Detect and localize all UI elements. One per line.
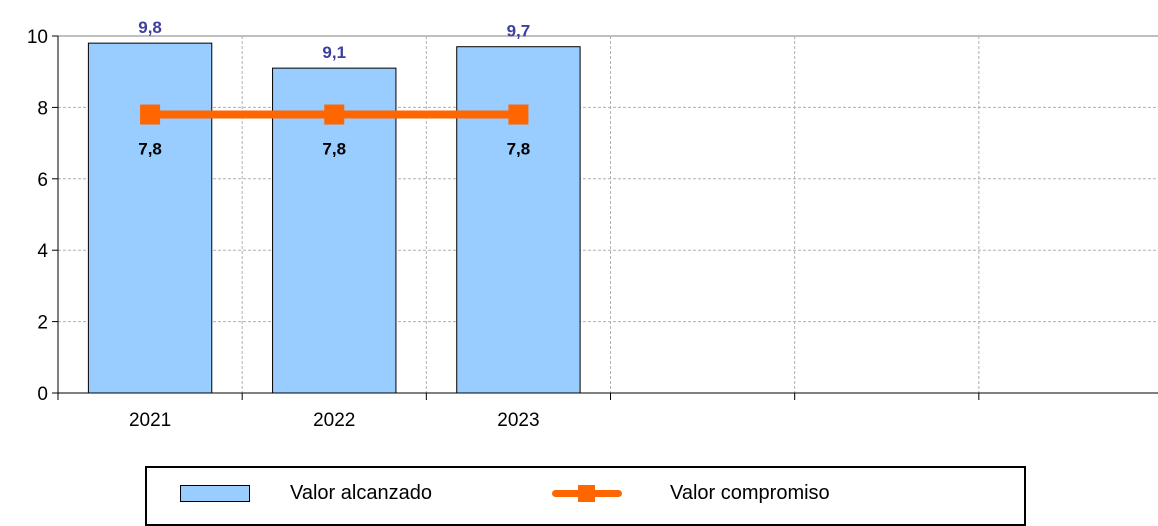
legend-bar-swatch [180, 485, 250, 502]
bar [87, 42, 213, 394]
data-labels: 9,8 9,1 9,7 7,8 7,8 7,8 [138, 18, 530, 158]
line-marker [324, 104, 345, 125]
legend-line-label: Valor compromiso [670, 482, 830, 504]
x-tick-label: 2021 [129, 410, 171, 431]
line-value-label: 7,8 [322, 140, 346, 159]
axes: 0 2 4 6 8 10 2021 2022 2023 [27, 27, 1158, 431]
legend: Valor alcanzado Valor compromiso [145, 466, 1026, 526]
gridlines [58, 35, 1158, 393]
x-tick-label: 2023 [497, 410, 539, 431]
line-series [140, 104, 529, 125]
bar-series [87, 42, 581, 394]
x-tick-label: 2022 [313, 410, 355, 431]
chart: 0 2 4 6 8 10 2021 2022 2023 9,8 9,1 9,7 7,8 7,8 7,8 [27, 18, 1158, 431]
line-marker [508, 104, 529, 125]
legend-line-swatch [552, 485, 622, 502]
y-tick-label: 6 [37, 170, 48, 191]
y-tick-label: 0 [37, 384, 48, 405]
legend-item-line: Valor compromiso [552, 482, 830, 505]
bar-value-label: 9,1 [322, 43, 346, 62]
bar [456, 46, 581, 394]
y-tick-label: 2 [37, 313, 48, 334]
y-tick-label: 10 [27, 27, 48, 48]
line-value-label: 7,8 [138, 140, 162, 159]
bar-value-label: 9,7 [507, 22, 531, 41]
legend-item-bar: Valor alcanzado [180, 482, 432, 505]
y-tick-label: 4 [37, 241, 48, 262]
bar-value-label: 9,8 [138, 18, 162, 37]
line-marker [140, 104, 161, 125]
y-tick-label: 8 [37, 98, 48, 119]
legend-bar-label: Valor alcanzado [290, 482, 432, 504]
line-value-label: 7,8 [507, 140, 531, 159]
